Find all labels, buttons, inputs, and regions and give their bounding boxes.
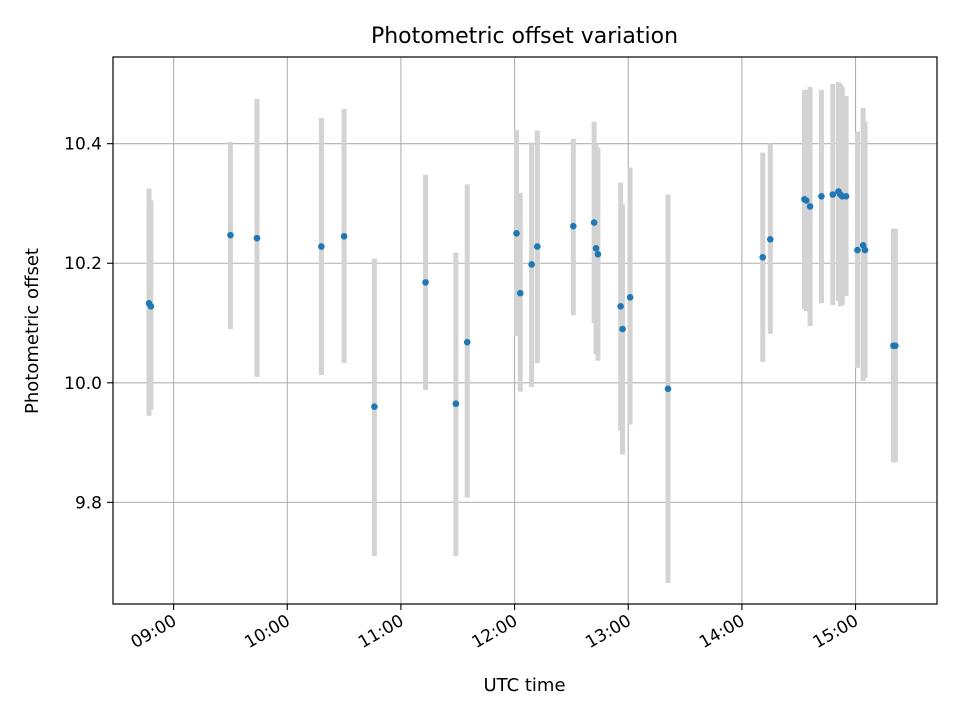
data-point bbox=[422, 279, 429, 286]
data-point bbox=[626, 294, 634, 301]
data-point bbox=[617, 302, 624, 310]
data-point bbox=[463, 338, 471, 346]
data-point bbox=[513, 230, 520, 237]
chart-title: Photometric offset variation bbox=[371, 24, 678, 49]
data-point bbox=[534, 243, 541, 250]
error-bars bbox=[146, 82, 898, 584]
x-tick-label: 15:00 bbox=[810, 611, 862, 653]
y-axis-ticks: 9.8 10.0 10.2 10.4 bbox=[64, 135, 113, 513]
x-tick-label: 10:00 bbox=[241, 611, 293, 653]
data-point bbox=[253, 234, 261, 242]
plot-frame bbox=[112, 56, 938, 605]
data-point bbox=[147, 302, 155, 310]
data-point bbox=[802, 197, 810, 204]
data-point bbox=[592, 245, 600, 252]
data-point bbox=[371, 403, 378, 411]
x-tick-label: 09:00 bbox=[128, 611, 180, 653]
data-point bbox=[818, 192, 825, 200]
data-point bbox=[570, 222, 577, 230]
data-point bbox=[528, 261, 535, 268]
data-point bbox=[829, 191, 837, 198]
data-point bbox=[619, 325, 626, 333]
y-tick-label: 10.4 bbox=[64, 135, 102, 155]
data-point bbox=[594, 250, 602, 258]
x-tick-label: 13:00 bbox=[582, 611, 634, 653]
data-point bbox=[806, 203, 814, 210]
data-point bbox=[854, 246, 861, 254]
y-axis-label: Photometric offset bbox=[22, 248, 43, 414]
data-point bbox=[842, 192, 850, 200]
y-tick-label: 10.2 bbox=[64, 254, 102, 274]
data-point bbox=[892, 342, 899, 350]
data-point bbox=[516, 289, 524, 297]
data-point bbox=[318, 243, 325, 250]
data-point bbox=[452, 400, 460, 408]
data-point bbox=[767, 236, 774, 243]
grid bbox=[113, 57, 937, 604]
data-point bbox=[861, 246, 869, 254]
data-point bbox=[664, 385, 672, 393]
data-points bbox=[145, 188, 899, 411]
x-tick-label: 14:00 bbox=[696, 611, 748, 653]
y-tick-label: 9.8 bbox=[75, 493, 102, 513]
x-tick-label: 11:00 bbox=[355, 611, 407, 653]
y-tick-label: 10.0 bbox=[64, 374, 102, 394]
x-tick-label: 12:00 bbox=[469, 611, 521, 653]
data-point bbox=[227, 231, 234, 239]
x-axis-label: UTC time bbox=[483, 675, 565, 696]
x-axis-ticks: 09:00 10:00 11:00 12:00 13:00 14:00 15:00 bbox=[128, 604, 862, 653]
data-point bbox=[590, 219, 598, 226]
data-point bbox=[759, 253, 767, 261]
data-point bbox=[340, 233, 348, 240]
